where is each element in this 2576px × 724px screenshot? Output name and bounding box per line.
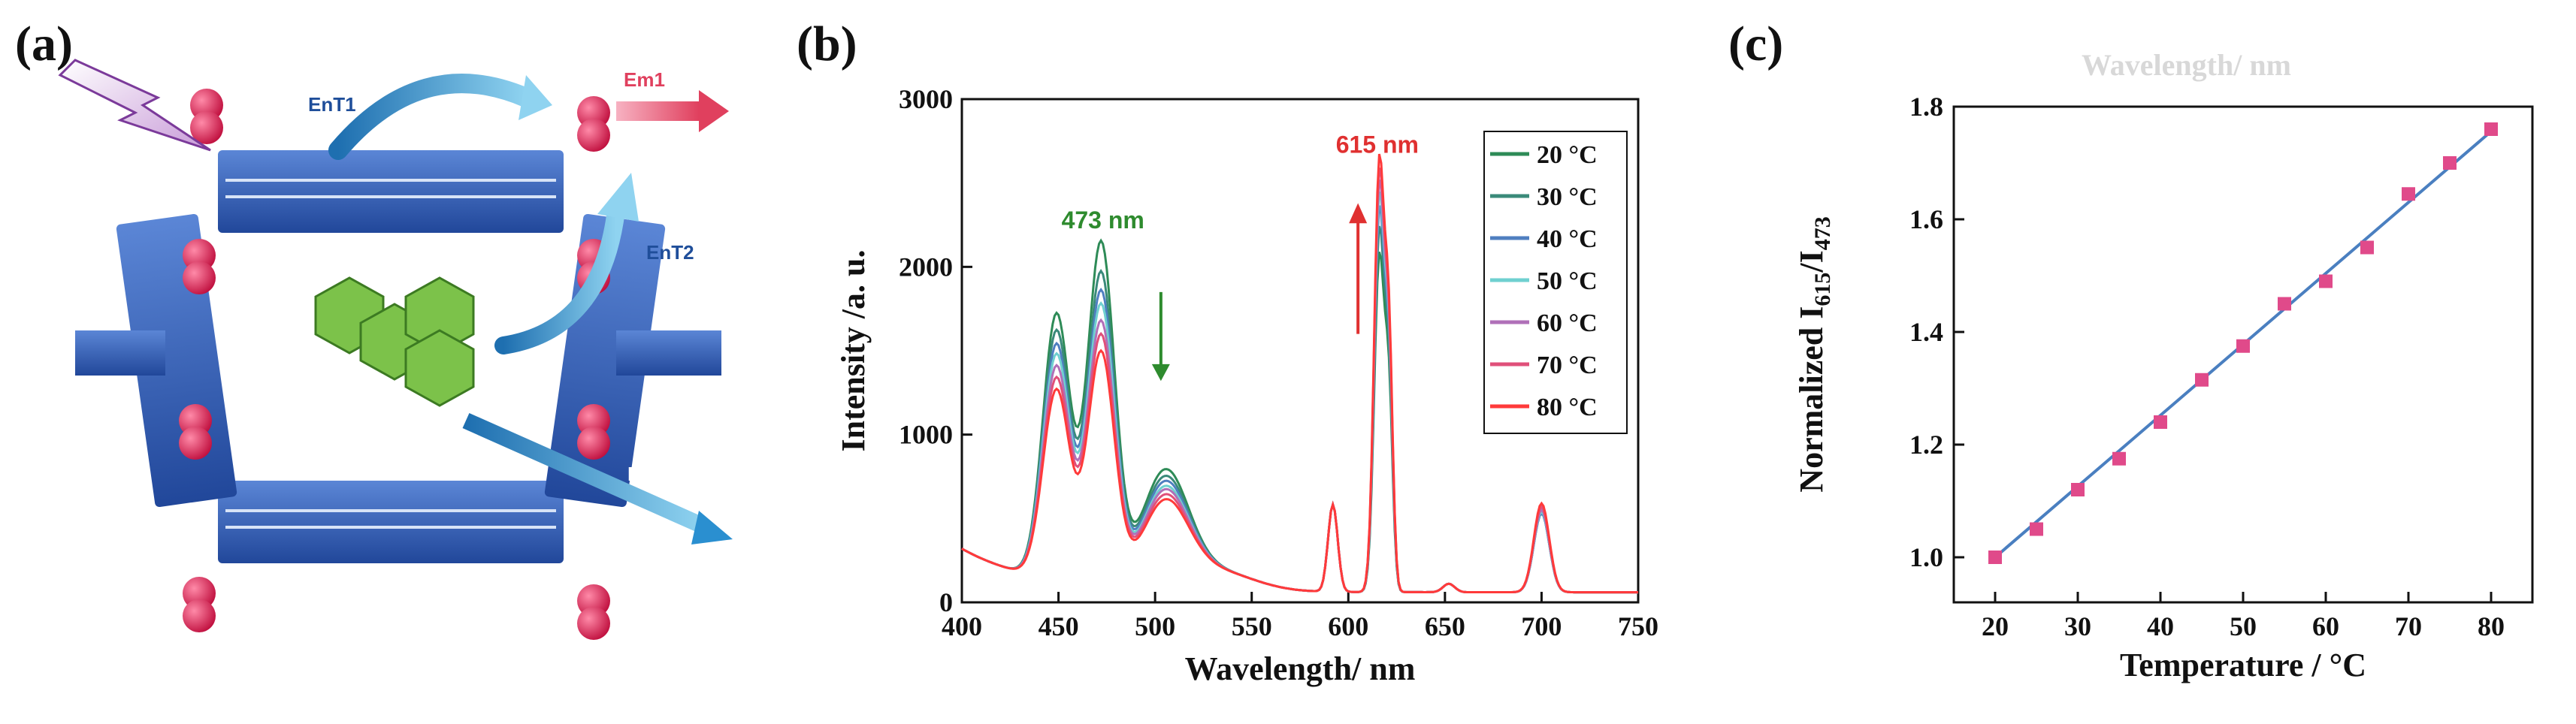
ent2-label: EnT2	[646, 241, 694, 264]
data-point	[1988, 551, 2002, 564]
panel-c-label: (c)	[1728, 17, 1783, 71]
legend-label: 70 °C	[1537, 351, 1598, 379]
y-tick-label: 1000	[899, 420, 953, 450]
y-tick-label: 0	[939, 587, 953, 617]
x-axis-label: Temperature / °C	[2120, 647, 2366, 683]
data-point	[2278, 297, 2291, 311]
legend-label: 20 °C	[1537, 141, 1598, 169]
legend-label: 30 °C	[1537, 183, 1598, 211]
plot-frame	[960, 98, 1640, 604]
legend-label: 60 °C	[1537, 309, 1598, 337]
panel-a-label: (a)	[15, 17, 73, 71]
x-tick-label: 40	[2147, 611, 2174, 641]
up-arrow-head	[1349, 203, 1368, 224]
x-tick-label: 650	[1425, 611, 1465, 641]
em2-arrow	[462, 412, 706, 534]
y-tick-label: 1.0	[1909, 542, 1943, 572]
data-point	[2443, 156, 2457, 170]
guest-molecule	[314, 276, 475, 407]
panel-b-label: (b)	[797, 17, 857, 71]
y-tick-label: 1.8	[1909, 92, 1943, 122]
legend-label: 80 °C	[1537, 394, 1598, 421]
x-tick-label: 30	[2064, 611, 2091, 641]
data-point	[2071, 483, 2085, 496]
data-point	[2319, 274, 2333, 288]
legend-box	[1483, 131, 1628, 434]
x-axis-label: Wavelength/ nm	[1185, 650, 1416, 687]
axis-ticks: 400 450 500 550 600 650 700 750 0 1000 2000 3000	[899, 84, 1658, 641]
ent1-label: EnT1	[308, 93, 356, 116]
x-tick-label: 750	[1618, 611, 1658, 641]
ligand-spheres	[179, 89, 610, 640]
y-tick-label: 3000	[899, 84, 953, 114]
data-point	[2402, 187, 2415, 201]
series-lines	[961, 153, 1638, 594]
ent2-arrow	[494, 201, 625, 354]
ent1-arrow	[328, 74, 536, 160]
x-tick-label: 500	[1135, 611, 1175, 641]
panel-c-ratio: (c) Wavelength/ nm 20 30 40 50 60 70 80 1.0 1.2 1…	[1728, 0, 2576, 724]
y-tick-label: 1.6	[1909, 204, 1943, 234]
legend-label: 50 °C	[1537, 267, 1598, 295]
legend-label: 40 °C	[1537, 225, 1598, 253]
legend: 20 °C 30 °C 40 °C 50 °C 60 °C 70 °C 80 °C	[1483, 131, 1628, 434]
y-tick-label: 2000	[899, 252, 953, 282]
x-tick-label: 60	[2312, 611, 2339, 641]
annotations: 473 nm 615 nm	[1062, 131, 1419, 382]
x-tick-label: 400	[942, 611, 982, 641]
x-tick-label: 450	[1039, 611, 1079, 641]
schematic-svg: (a)	[15, 17, 733, 640]
axis-ticks: 20 30 40 50 60 70 80 1.0 1.2 1.4 1.6 1.8	[1909, 92, 2505, 641]
faded-text: Wavelength/ nm	[2082, 48, 2291, 82]
data-point	[2236, 339, 2250, 353]
peak-annotation: 473 nm	[1062, 207, 1144, 234]
down-arrow-head	[1151, 364, 1170, 382]
data-point	[2030, 522, 2043, 536]
y-axis-label: Normalized I615/I473	[1793, 216, 1835, 492]
data-point	[2484, 122, 2498, 136]
panel-b-spectra: (b) 400 450 500 550 600 650 700 750 0 1000 2000 300…	[797, 0, 1728, 724]
x-tick-label: 550	[1232, 611, 1272, 641]
excitation-bolt-icon	[58, 59, 211, 152]
data-points	[1988, 122, 2498, 564]
data-point	[2360, 240, 2374, 255]
series-line-80	[961, 153, 1638, 594]
y-tick-label: 1.4	[1909, 317, 1943, 347]
data-point	[2112, 451, 2126, 466]
spectra-chart: (b) 400 450 500 550 600 650 700 750 0 1000 2000 300…	[797, 17, 1658, 687]
x-tick-label: 70	[2395, 611, 2422, 641]
ratio-chart: (c) Wavelength/ nm 20 30 40 50 60 70 80 1.0 1.2 1…	[1728, 17, 2534, 683]
data-point	[2154, 415, 2167, 429]
y-tick-label: 1.2	[1909, 430, 1943, 460]
y-axis-label: Intensity /a. u.	[835, 250, 872, 452]
peak-annotation: 615 nm	[1336, 131, 1419, 158]
em1-label: Em1	[624, 68, 665, 91]
x-tick-label: 80	[2478, 611, 2505, 641]
x-tick-label: 20	[1982, 611, 2009, 641]
em1-arrow	[616, 101, 699, 121]
panel-a-schematic: (a)	[0, 0, 797, 724]
x-tick-label: 50	[2230, 611, 2257, 641]
x-tick-label: 700	[1521, 611, 1562, 641]
data-point	[2195, 373, 2209, 387]
em2-label: Em2	[627, 463, 669, 485]
x-tick-label: 600	[1328, 611, 1368, 641]
